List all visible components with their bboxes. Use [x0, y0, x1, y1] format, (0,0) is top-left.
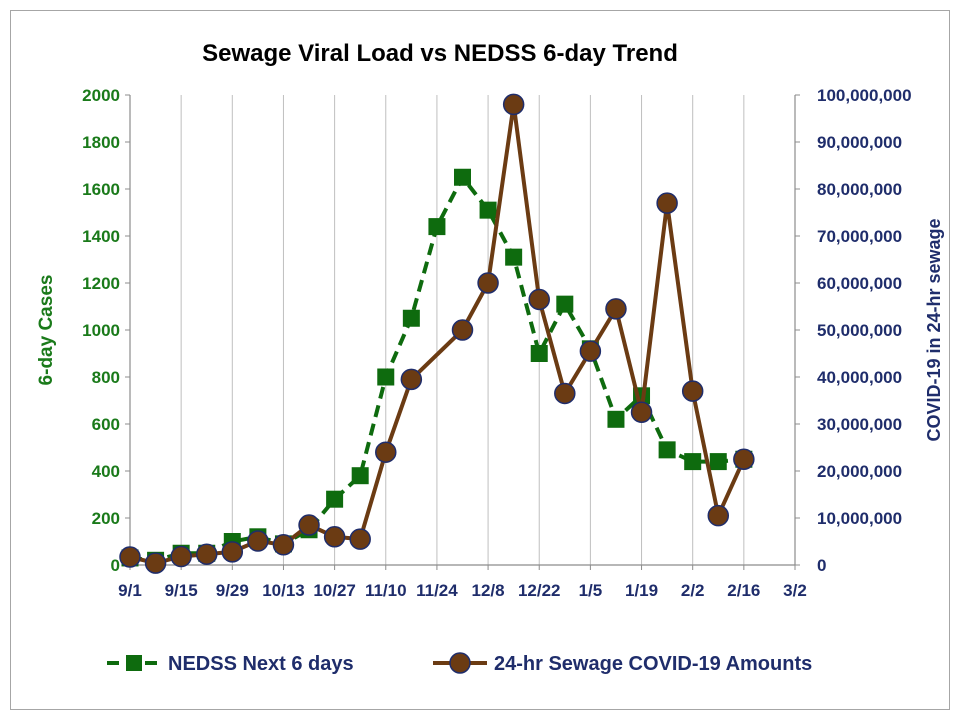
- y-tick-label-right: 70,000,000: [817, 227, 902, 246]
- nedss-point: [658, 441, 676, 459]
- x-tick-label: 1/19: [625, 581, 658, 600]
- grid-layer: [180, 95, 796, 565]
- y-tick-label-left: 2000: [82, 86, 120, 105]
- sewage-point: [681, 380, 704, 402]
- nedss-point: [326, 490, 344, 508]
- legend-label-nedss: NEDSS Next 6 days: [168, 653, 354, 675]
- sewage-point: [221, 541, 244, 563]
- sewage-point: [605, 298, 627, 320]
- sewage-point: [272, 534, 295, 556]
- sewage-point: [451, 319, 474, 341]
- x-tick-label: 10/13: [262, 581, 305, 600]
- y-tick-label-left: 1000: [82, 321, 120, 340]
- y-tick-label-left: 600: [92, 415, 120, 434]
- y-tick-label-left: 0: [111, 556, 120, 575]
- sewage-point: [579, 340, 602, 362]
- ticks-layer: 0 200 400 600 800 1000 1200 1400 1600 1800 2000 0 10…: [82, 86, 911, 600]
- y-axis-label-right: COVID-19 in 24-hr sewage: [924, 218, 944, 441]
- series-layer: [119, 93, 755, 574]
- sewage-point: [554, 382, 576, 405]
- y-tick-label-left: 1400: [82, 227, 120, 246]
- x-tick-label: 11/10: [365, 581, 407, 600]
- nedss-point: [607, 410, 625, 428]
- legend-marker-nedss: [126, 655, 142, 671]
- nedss-point: [402, 309, 420, 327]
- y-tick-label-right: 90,000,000: [817, 133, 902, 152]
- legend: NEDSS Next 6 days 24-hr Sewage COVID-19 A…: [107, 652, 812, 675]
- nedss-point: [709, 453, 727, 471]
- y-tick-label-left: 800: [92, 368, 120, 387]
- nedss-point: [351, 467, 369, 485]
- x-tick-label: 12/22: [518, 581, 561, 600]
- legend-label-sewage: 24-hr Sewage COVID-19 Amounts: [494, 653, 812, 675]
- y-tick-label-right: 40,000,000: [817, 368, 902, 387]
- y-tick-label-left: 1800: [82, 133, 120, 152]
- x-tick-label: 3/2: [783, 581, 807, 600]
- legend-marker-sewage: [449, 652, 471, 674]
- sewage-point: [733, 448, 755, 470]
- x-tick-label: 9/15: [165, 581, 198, 600]
- x-tick-label: 10/27: [313, 581, 356, 600]
- y-tick-label-left: 200: [92, 509, 120, 528]
- sewage-point: [144, 552, 167, 574]
- sewage-point: [119, 546, 141, 568]
- y-tick-label-right: 50,000,000: [817, 321, 902, 340]
- sewage-point: [400, 368, 423, 391]
- nedss-point: [377, 368, 395, 386]
- sewage-point: [528, 288, 550, 311]
- y-tick-label-right: 30,000,000: [817, 415, 902, 434]
- y-tick-label-right: 100,000,000: [817, 86, 912, 105]
- x-tick-label: 11/24: [416, 581, 458, 600]
- chart-title: Sewage Viral Load vs NEDSS 6-day Trend: [202, 40, 678, 67]
- y-tick-label-left: 1200: [82, 274, 120, 293]
- x-tick-label: 9/29: [216, 581, 249, 600]
- sewage-point: [630, 401, 653, 423]
- sewage-point: [707, 504, 730, 527]
- x-tick-label: 9/1: [118, 581, 142, 600]
- x-tick-label: 1/5: [579, 581, 603, 600]
- y-tick-label-left: 400: [92, 462, 120, 481]
- nedss-point: [684, 453, 702, 471]
- nedss-point: [556, 295, 574, 313]
- x-tick-label: 2/2: [681, 581, 705, 600]
- nedss-point: [454, 168, 471, 186]
- x-tick-label: 2/16: [727, 581, 760, 600]
- nedss-point: [428, 218, 446, 236]
- y-tick-label-right: 20,000,000: [817, 462, 902, 481]
- sewage-point: [170, 545, 192, 568]
- y-tick-label-right: 80,000,000: [817, 180, 902, 199]
- y-tick-label-left: 1600: [82, 180, 120, 199]
- chart-frame: [10, 10, 950, 710]
- y-axis-label-left: 6-day Cases: [36, 275, 57, 386]
- sewage-point: [375, 441, 397, 463]
- sewage-point: [656, 192, 678, 214]
- sewage-point: [349, 528, 371, 550]
- sewage-point: [323, 526, 346, 548]
- sewage-point: [195, 543, 218, 565]
- nedss-point: [530, 345, 548, 362]
- y-tick-label-right: 0: [817, 556, 826, 575]
- sewage-point: [247, 530, 269, 552]
- y-tick-label-right: 10,000,000: [817, 509, 902, 528]
- nedss-point: [505, 248, 523, 266]
- sewage-point: [477, 272, 499, 294]
- x-tick-label: 12/8: [472, 581, 505, 600]
- nedss-point: [479, 201, 497, 219]
- sewage-point: [502, 93, 525, 116]
- sewage-point: [298, 514, 320, 536]
- y-tick-label-right: 60,000,000: [817, 274, 902, 293]
